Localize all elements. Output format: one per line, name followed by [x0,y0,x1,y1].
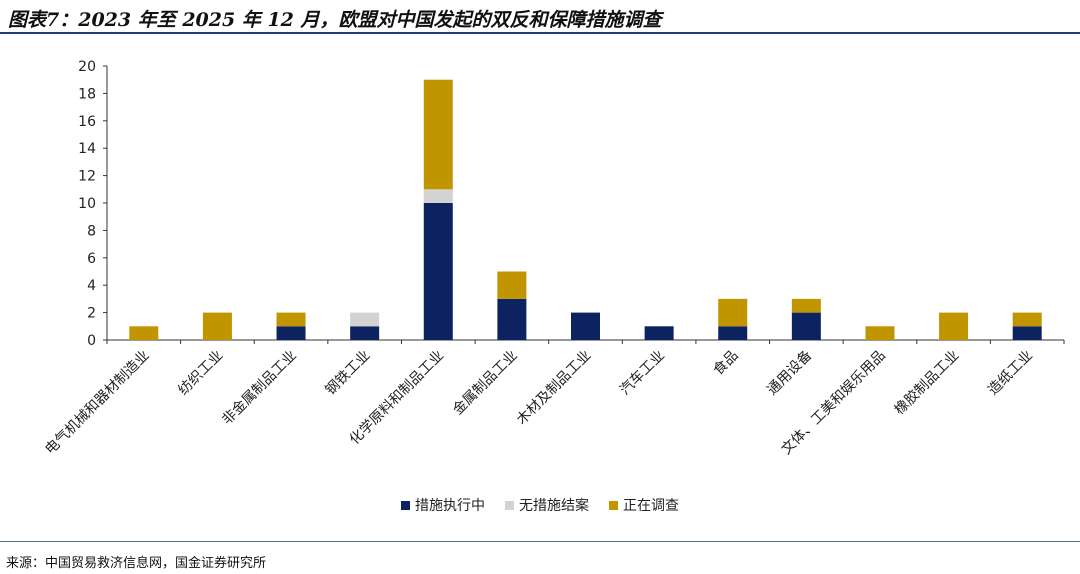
legend-swatch [401,500,410,510]
legend-item: 正在调查 [609,495,679,515]
x-tick-label: 通用设备 [764,347,816,399]
y-tick-label: 18 [78,86,96,102]
bar-segment [423,203,453,340]
bars [129,79,1042,340]
legend: 措施执行中 无措施结案 正在调查 [0,495,1080,515]
y-tick-label: 2 [87,306,96,322]
y-axis: 0 2 4 6 8 10 12 14 16 18 20 [78,59,108,349]
bar-segment [276,312,306,327]
bar-segment [1012,312,1042,327]
y-tick-label: 4 [87,278,96,294]
bar-segment [718,298,748,327]
title-divider [0,32,1080,34]
bar-segment [1012,326,1042,340]
y-tick-label: 12 [78,169,96,185]
x-tick-label: 钢铁工业 [323,348,374,399]
bar-segment [423,79,453,190]
x-tick-label: 非金属制品工业 [219,348,300,429]
legend-item: 无措施结案 [505,495,589,515]
bar-segment [202,312,232,340]
y-tick-label: 8 [87,223,96,239]
x-tick-label: 金属制品工业 [450,348,521,419]
bar-segment [939,312,969,340]
y-tick-label: 14 [78,141,96,157]
x-tick-label: 纺织工业 [175,348,226,399]
x-tick-label: 汽车工业 [616,347,668,399]
bar-segment [423,189,453,203]
figure-title: 图表7：2023 年至 2025 年 12 月，欧盟对中国发起的双反和保障措施调… [8,9,662,31]
y-tick-label: 6 [87,251,96,267]
bar-segment [644,326,674,340]
bar-segment [497,298,527,340]
x-tick-label: 木材及制品工业 [514,348,595,429]
x-tick-label: 造纸工业 [985,348,1036,399]
bar-segment [718,326,748,340]
legend-label: 措施执行中 [415,498,485,514]
y-tick-label: 10 [78,196,96,212]
legend-label: 正在调查 [623,498,679,514]
y-tick-label: 16 [78,114,96,130]
x-tick-label: 电气机械和器材制造业 [42,348,152,458]
bar-segment [497,271,527,299]
bar-segment [571,312,600,340]
legend-swatch [609,500,618,510]
x-tick-label: 食品 [710,347,742,379]
legend-item: 措施执行中 [401,495,485,515]
bar-segment [791,312,821,340]
bar-segment [129,326,159,340]
bar-segment [791,298,821,313]
y-tick-label: 20 [78,59,96,75]
x-tick-label: 橡胶制品工业 [891,347,962,418]
bar-segment [276,326,306,340]
bar-segment [350,326,380,340]
y-tick-label: 0 [87,333,96,349]
bar-segment [350,312,380,327]
source-note: 来源：中国贸易救济信息网，国金证券研究所 [6,556,267,571]
bar-segment [865,326,895,340]
footer-divider [0,541,1080,542]
legend-label: 无措施结案 [519,498,589,514]
legend-swatch [505,500,514,510]
